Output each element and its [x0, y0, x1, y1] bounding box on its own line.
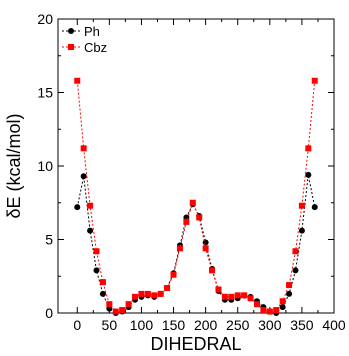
legend-marker: [68, 44, 74, 50]
data-point: [74, 77, 81, 84]
y-tick-label: 0: [45, 305, 53, 321]
data-point: [292, 248, 299, 255]
x-tick-label: 300: [258, 317, 282, 333]
legend-item-cbz: Cbz: [62, 40, 107, 55]
data-point: [311, 77, 318, 84]
data-point: [286, 290, 293, 297]
data-point: [93, 248, 100, 255]
data-point: [305, 171, 312, 178]
data-point: [228, 293, 235, 300]
data-point: [215, 286, 222, 293]
data-point: [176, 245, 183, 252]
data-point: [119, 307, 126, 314]
data-point: [106, 301, 113, 308]
x-tick-labels: 0 50 100 150 200 250 300 350 400: [73, 317, 346, 333]
data-point: [221, 293, 228, 300]
data-point: [196, 214, 203, 221]
y-tick-label: 15: [37, 85, 53, 101]
data-point: [132, 293, 139, 300]
x-tick-label: 0: [73, 317, 81, 333]
legend-label: Ph: [84, 24, 100, 39]
x-tick-label: 150: [162, 317, 186, 333]
x-tick-label: 250: [226, 317, 250, 333]
data-point: [279, 298, 286, 305]
data-point: [305, 145, 312, 152]
x-tick-label: 200: [194, 317, 218, 333]
data-point: [80, 173, 87, 180]
x-axis-title: DIHEDRAL: [150, 334, 241, 354]
data-point: [164, 285, 171, 292]
legend-label: Cbz: [84, 40, 107, 55]
data-point: [125, 301, 132, 308]
data-point: [298, 227, 305, 234]
data-point: [99, 290, 106, 297]
data-point: [80, 145, 87, 152]
x-tick-label: 350: [290, 317, 314, 333]
y-tick-label: 5: [45, 232, 53, 248]
data-point: [247, 295, 254, 302]
data-point: [292, 267, 299, 274]
x-tick-label: 400: [322, 317, 346, 333]
y-tick-labels: 0 5 10 15 20: [37, 11, 53, 321]
series-cbz: [74, 77, 318, 315]
data-point: [99, 279, 106, 286]
data-point: [209, 267, 216, 274]
data-point: [234, 292, 241, 299]
data-point: [253, 301, 260, 308]
x-tick-label: 50: [102, 317, 118, 333]
data-point: [112, 308, 119, 315]
legend-item-ph: Ph: [62, 24, 100, 39]
x-tick-label: 100: [130, 317, 154, 333]
y-tick-label: 20: [37, 11, 53, 27]
legend-marker: [68, 28, 74, 34]
data-point: [286, 282, 293, 289]
data-point: [311, 204, 318, 211]
data-point: [151, 292, 158, 299]
series-layer: [74, 77, 318, 316]
data-point: [298, 202, 305, 209]
data-point: [189, 199, 196, 206]
data-point: [202, 245, 209, 252]
data-point: [279, 304, 286, 311]
data-point: [87, 227, 94, 234]
plot-area: [57, 18, 335, 314]
data-point: [144, 290, 151, 297]
data-point: [93, 267, 100, 274]
data-point: [138, 290, 145, 297]
data-point: [260, 307, 267, 314]
data-point: [241, 292, 248, 299]
data-point: [87, 202, 94, 209]
data-point: [266, 308, 273, 315]
data-point: [157, 290, 164, 297]
y-tick-label: 10: [37, 158, 53, 174]
data-point: [183, 218, 190, 225]
data-point: [170, 271, 177, 278]
y-axis-title: δE (kcal/mol): [4, 113, 24, 218]
data-point: [273, 307, 280, 314]
data-point: [74, 204, 81, 211]
